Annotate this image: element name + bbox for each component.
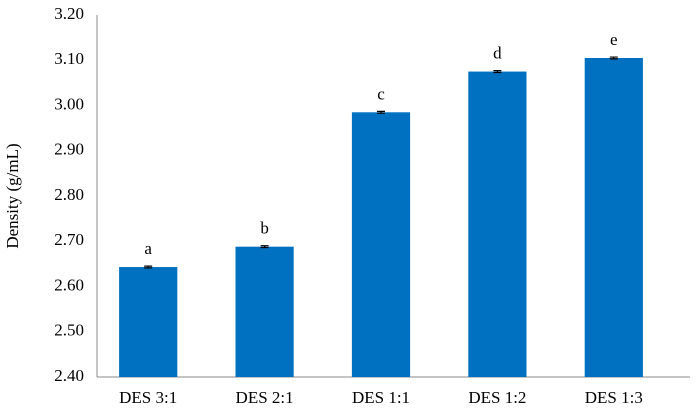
y-tick-label: 2.90 xyxy=(54,140,84,159)
y-tick-label: 2.80 xyxy=(54,185,84,204)
annotation: d xyxy=(493,44,502,63)
y-tick-label: 2.60 xyxy=(54,275,84,294)
y-tick-label: 3.10 xyxy=(54,49,84,68)
bar xyxy=(584,57,643,378)
x-tick-label: DES 1:1 xyxy=(352,388,410,407)
annotation: a xyxy=(144,239,152,258)
x-tick-label: DES 3:1 xyxy=(119,388,177,407)
annotation: e xyxy=(610,30,618,49)
y-axis-label: Density (g/mL) xyxy=(3,143,22,248)
y-tick-label: 3.00 xyxy=(54,94,84,113)
error-bar xyxy=(609,56,618,60)
error-bar xyxy=(493,70,502,74)
x-tick-label: DES 1:3 xyxy=(585,388,643,407)
error-bar xyxy=(144,265,153,269)
bar xyxy=(235,246,294,377)
annotation: b xyxy=(260,219,269,238)
x-tick-label: DES 1:2 xyxy=(468,388,526,407)
annotation: c xyxy=(377,84,385,103)
error-bar xyxy=(377,110,385,114)
y-tick-label: 2.50 xyxy=(54,321,84,340)
bar xyxy=(468,71,527,377)
bar xyxy=(351,112,411,377)
y-tick-label: 2.70 xyxy=(54,230,84,249)
y-tick-label: 3.20 xyxy=(54,4,84,23)
bar xyxy=(119,267,178,377)
y-tick-label: 2.40 xyxy=(54,366,84,385)
error-bar xyxy=(260,245,269,249)
x-tick-label: DES 2:1 xyxy=(236,388,294,407)
